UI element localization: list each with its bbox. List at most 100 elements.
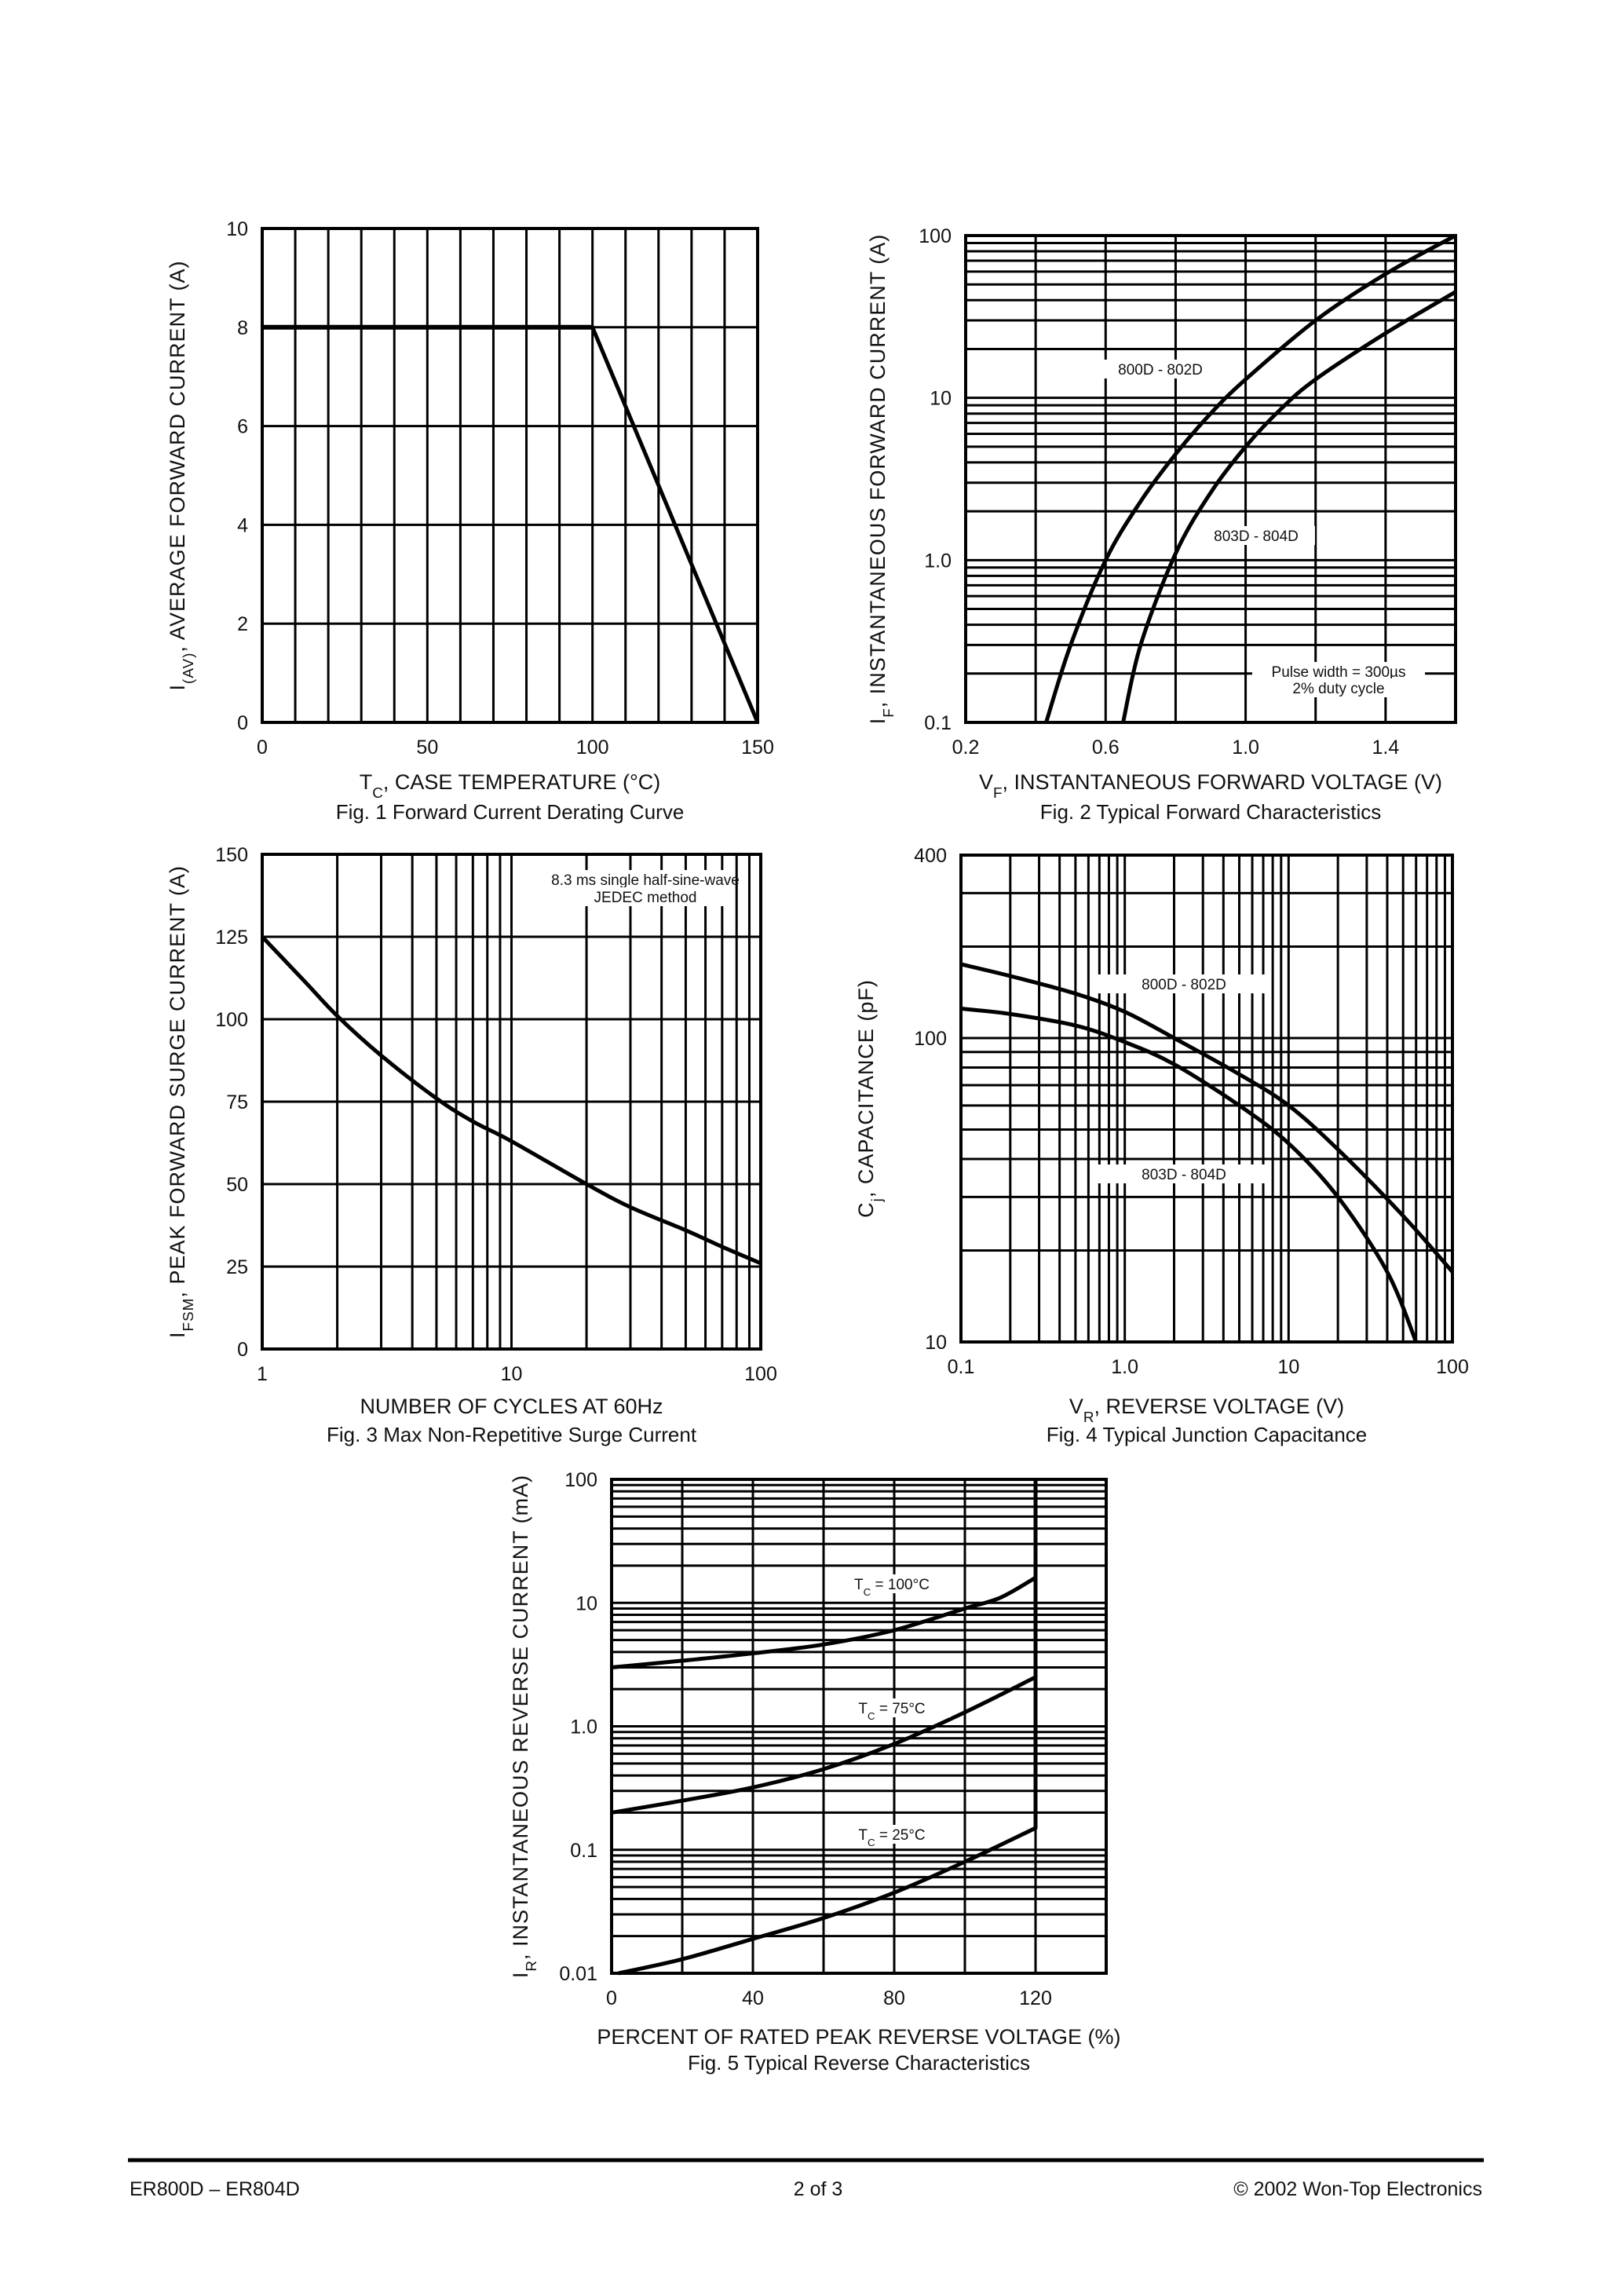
chart-fig-1: 0 50 100 150 0 2 4 6 8 10 TC, CASE TEMPERATURE (°C… (166, 218, 774, 824)
x-tick-label: 0.6 (1092, 737, 1120, 759)
x-tick-label: 150 (741, 737, 774, 759)
x-axis-title-main: PERCENT OF RATED PEAK REVERSE VOLTAGE (%… (597, 2025, 1120, 2049)
annotation-main: T (858, 1827, 868, 1844)
series-line-1 (960, 962, 1454, 1274)
annotation: 2% duty cycle (1292, 681, 1384, 697)
annotation-background (833, 1825, 951, 1844)
annotation: 803D - 804D (1214, 528, 1299, 545)
grid (964, 234, 1457, 724)
figure-caption: Fig. 5 Typical Reverse Characteristics (688, 2051, 1030, 2075)
y-axis-title-main: C (854, 1201, 878, 1218)
footer-left: ER800D – ER804D (130, 2178, 300, 2200)
y-axis-title: IF, INSTANTANEOUS FORWARD CURRENT (A) (866, 234, 897, 725)
x-axis-title: VF, INSTANTANEOUS FORWARD VOLTAGE (V) (979, 770, 1442, 802)
x-axis-title-main: V (1069, 1395, 1083, 1418)
grid (959, 854, 1454, 1344)
y-tick-label: 8 (237, 317, 248, 339)
annotation: JEDEC method (594, 890, 697, 906)
y-axis-title-main: I (166, 684, 189, 691)
annotation: TC = 75°C (858, 1701, 925, 1722)
x-axis-title: TC, CASE TEMPERATURE (°C) (360, 770, 661, 802)
x-axis-title-main: NUMBER OF CYCLES AT 60Hz (360, 1395, 663, 1418)
series-line-2 (611, 1675, 1037, 1815)
x-tick-label: 50 (416, 737, 438, 759)
y-axis-title-rest: , PEAK FORWARD SURGE CURRENT (A) (166, 865, 189, 1298)
annotation-background (1101, 360, 1219, 378)
y-tick-label: 100 (914, 1028, 947, 1050)
figure-caption: Fig. 1 Forward Current Derating Curve (336, 800, 685, 824)
annotation: Pulse width = 300µs (1272, 664, 1406, 681)
y-axis-title-rest: , CAPACITANCE (pF) (854, 979, 878, 1197)
y-tick-label: 100 (564, 1469, 597, 1491)
y-tick-label: 0.1 (924, 712, 952, 734)
figure-caption: Fig. 2 Typical Forward Characteristics (1040, 800, 1381, 824)
y-tick-label: 50 (226, 1174, 248, 1196)
annotation: TC = 25°C (858, 1827, 925, 1848)
series-line-1 (261, 935, 762, 1266)
chart-fig-4: 0.1 1.0 10 100 10 100 400 VR, REVERSE VOLTAGE (… (854, 845, 1469, 1446)
y-axis-title-subscript: FSM (181, 1298, 197, 1332)
annotation: 800D - 802D (1142, 977, 1226, 993)
y-axis-title-subscript: R (524, 1960, 540, 1972)
x-axis-title-main: T (360, 770, 373, 794)
x-tick-label: 0 (606, 1987, 617, 2009)
grid (610, 1478, 1108, 1975)
x-tick-label: 100 (744, 1363, 777, 1385)
x-axis-title-rest: , INSTANTANEOUS FORWARD VOLTAGE (V) (1003, 770, 1443, 794)
series-line-3 (618, 1479, 1038, 1976)
y-axis-title: IFSM, PEAK FORWARD SURGE CURRENT (A) (166, 865, 197, 1338)
series-line-2 (1121, 290, 1457, 723)
annotation-rest: = 25°C (875, 1827, 926, 1844)
x-tick-label: 100 (1436, 1356, 1469, 1378)
chart-fig-5: 0 40 80 120 0.01 0.1 1.0 10 100 PERCENT OF RATED … (509, 1469, 1121, 2075)
annotation-rest: = 100°C (871, 1577, 930, 1593)
annotation-background (559, 870, 732, 889)
x-tick-label: 0 (257, 737, 268, 759)
x-axis-title-subscript: F (993, 785, 1003, 802)
y-axis-title-subscript: (AV) (181, 653, 197, 684)
y-tick-label: 100 (215, 1009, 248, 1031)
annotation-subscript: C (868, 1710, 875, 1722)
x-tick-label: 1.0 (1232, 737, 1259, 759)
y-tick-label: 1.0 (570, 1717, 597, 1738)
x-tick-label: 1.0 (1111, 1356, 1138, 1378)
y-tick-label: 25 (226, 1256, 248, 1278)
annotation-rest: = 75°C (875, 1701, 926, 1717)
plot-frame (261, 853, 762, 1351)
annotation-background (559, 887, 732, 906)
y-axis-title-rest: , INSTANTANEOUS FORWARD CURRENT (A) (866, 234, 890, 708)
annotation: 800D - 802D (1118, 362, 1203, 378)
x-tick-label: 1 (257, 1363, 268, 1385)
annotation-subscript: C (864, 1586, 871, 1598)
x-tick-label: 0.2 (952, 737, 980, 759)
x-axis-title: NUMBER OF CYCLES AT 60Hz (360, 1395, 663, 1418)
y-tick-label: 10 (930, 388, 952, 410)
x-tick-label: 40 (742, 1987, 764, 2009)
y-axis-title: I(AV), AVERAGE FORWARD CURRENT (A) (166, 261, 197, 691)
figure-caption: Fig. 4 Typical Junction Capacitance (1047, 1423, 1368, 1446)
figure-caption: Fig. 3 Max Non-Repetitive Surge Current (327, 1423, 697, 1446)
annotation-main: T (858, 1701, 868, 1717)
y-axis-title-main: I (866, 718, 890, 725)
plot-frame (261, 227, 759, 724)
annotation: 8.3 ms single half-sine-wave (551, 872, 740, 889)
y-tick-label: 10 (575, 1592, 597, 1614)
annotation-background (1252, 678, 1425, 697)
annotation-background (833, 1698, 951, 1717)
grid (261, 227, 759, 724)
y-tick-label: 75 (226, 1091, 248, 1113)
y-tick-label: 100 (919, 225, 952, 247)
y-axis-title-main: I (509, 1972, 532, 1979)
x-axis-title: VR, REVERSE VOLTAGE (V) (1069, 1395, 1344, 1426)
y-tick-label: 10 (925, 1332, 947, 1354)
y-tick-label: 0.1 (570, 1840, 597, 1862)
x-axis-title-rest: , CASE TEMPERATURE (°C) (383, 770, 660, 794)
y-tick-label: 150 (215, 844, 248, 866)
y-tick-label: 0 (237, 712, 248, 734)
annotation: 803D - 804D (1142, 1167, 1226, 1183)
series-line-2 (960, 1007, 1419, 1343)
plot-frame (959, 854, 1454, 1344)
x-tick-label: 100 (576, 737, 609, 759)
y-tick-label: 6 (237, 416, 248, 438)
